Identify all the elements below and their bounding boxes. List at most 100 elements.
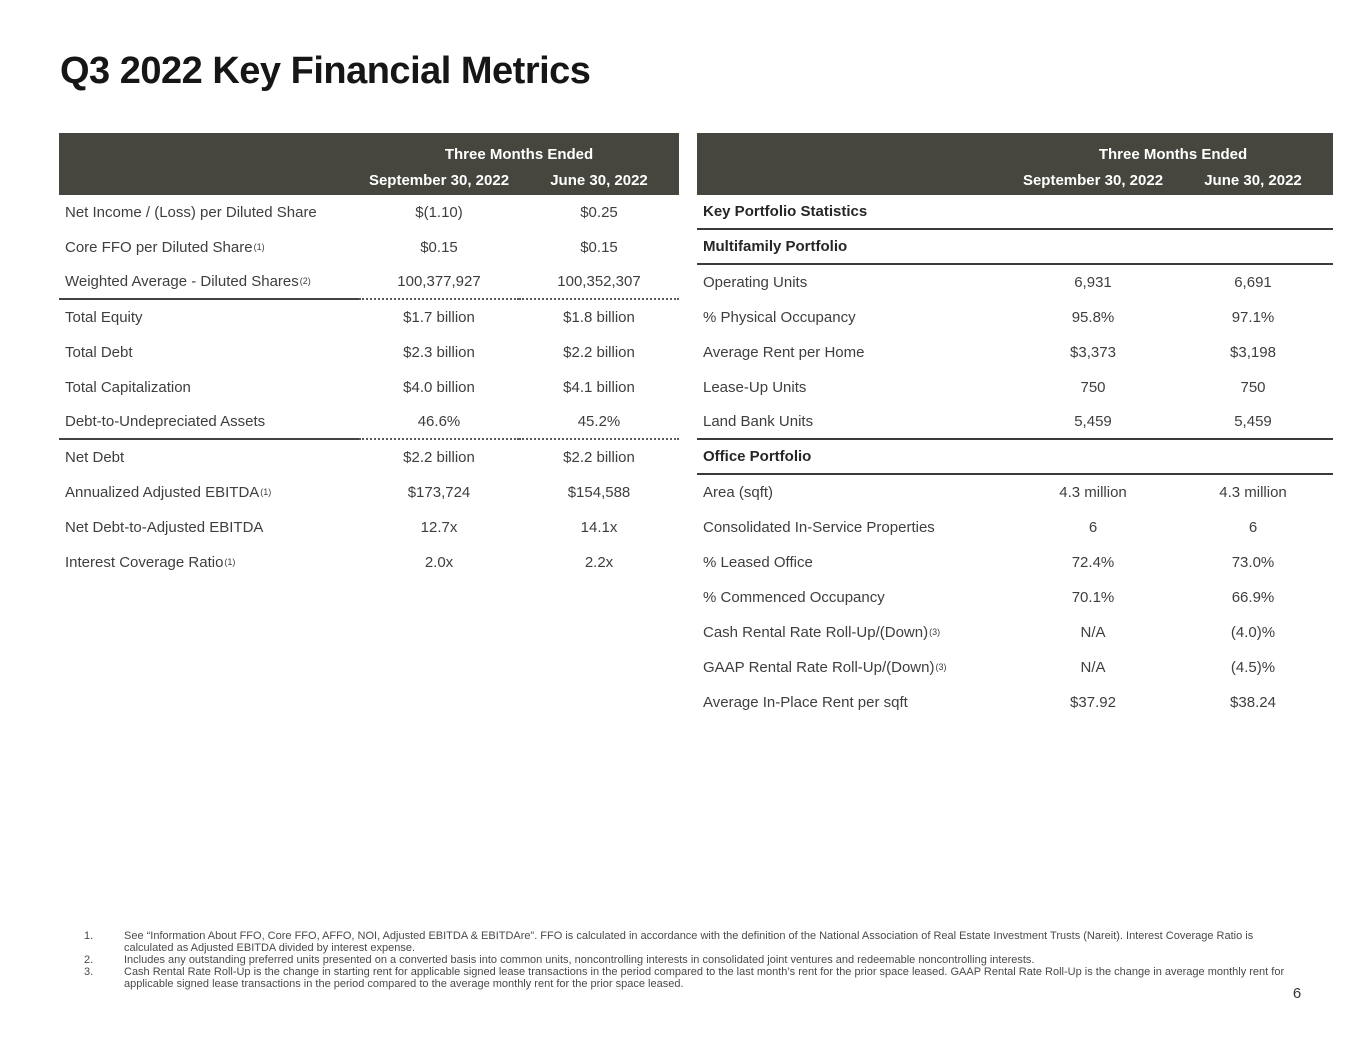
table-row-area-sqft: Area (sqft) 4.3 million 4.3 million <box>697 475 1333 510</box>
table-row-average-in-place-rent: Average In-Place Rent per sqft $37.92 $3… <box>697 685 1333 720</box>
footnote-text: Includes any outstanding preferred units… <box>124 954 1035 966</box>
row-label: Area (sqft) <box>703 484 774 501</box>
table-row-total-equity: Total Equity $1.7 billion $1.8 billion <box>59 300 679 335</box>
row-value-jun: $154,588 <box>567 484 631 501</box>
left-table-header-band: Three Months Ended September 30, 2022 Ju… <box>59 133 679 195</box>
period-header: Three Months Ended <box>1098 146 1248 163</box>
row-value-jun: (4.5)% <box>1230 659 1276 676</box>
row-value-sep: 72.4% <box>1071 554 1115 571</box>
table-row-cash-rental-rate-roll-up: Cash Rental Rate Roll-Up/(Down) (3) N/A (… <box>697 615 1333 650</box>
footnote-2: 2. Includes any outstanding preferred un… <box>84 954 1287 966</box>
table-row-lease-up-units: Lease-Up Units 750 750 <box>697 370 1333 405</box>
row-label: Average In-Place Rent per sqft <box>703 694 908 711</box>
section-label: Key Portfolio Statistics <box>703 203 868 220</box>
footnote-number: 3. <box>84 966 94 978</box>
row-value-jun: 6,691 <box>1234 274 1272 291</box>
row-value-jun: 2.2x <box>584 554 614 571</box>
row-value-jun: 5,459 <box>1234 413 1272 430</box>
table-row-physical-occupancy: % Physical Occupancy 95.8% 97.1% <box>697 300 1333 335</box>
row-value-sep: N/A <box>1080 659 1106 676</box>
column-header-jun-30-2022: June 30, 2022 <box>550 172 648 189</box>
date-column-headers: September 30, 2022 June 30, 2022 <box>1013 169 1333 195</box>
table-row-net-income: Net Income / (Loss) per Diluted Share $(… <box>59 195 679 230</box>
row-value-jun: (4.0)% <box>1230 624 1276 641</box>
table-row-total-debt: Total Debt $2.3 billion $2.2 billion <box>59 335 679 370</box>
column-header-sep-30-2022: September 30, 2022 <box>1022 172 1164 189</box>
row-label: Total Debt <box>65 344 133 361</box>
row-value-jun: 97.1% <box>1231 309 1275 326</box>
date-column-headers: September 30, 2022 June 30, 2022 <box>359 169 679 195</box>
row-value-sep: $4.0 billion <box>403 379 475 396</box>
section-label: Office Portfolio <box>703 448 812 465</box>
row-value-sep: 4.3 million <box>1059 484 1127 501</box>
row-label: Total Equity <box>65 309 143 326</box>
footnote-number: 1. <box>84 930 94 942</box>
row-value-sep: $(1.10) <box>415 204 463 221</box>
row-label: Net Income / (Loss) per Diluted Share <box>65 204 317 221</box>
row-value-sep: 12.7x <box>420 519 458 536</box>
row-value-jun: $4.1 billion <box>563 379 635 396</box>
row-value-sep: 750 <box>1080 379 1106 396</box>
page-title: Q3 2022 Key Financial Metrics <box>60 50 591 92</box>
row-value-sep: $3,373 <box>1070 344 1116 361</box>
table-row-weighted-average: Weighted Average - Diluted Shares (2) 100… <box>59 265 679 300</box>
row-label: GAAP Rental Rate Roll-Up/(Down) <box>703 659 935 676</box>
row-value-jun: $2.2 billion <box>563 449 635 466</box>
row-value-sep: 100,377,927 <box>359 265 519 300</box>
table-row-interest-coverage-ratio: Interest Coverage Ratio (1) 2.0x 2.2x <box>59 545 679 580</box>
row-value-jun: $3,198 <box>1230 344 1276 361</box>
row-label: Weighted Average - Diluted Shares <box>65 273 299 290</box>
footnote-3: 3. Cash Rental Rate Roll-Up is the chang… <box>84 966 1287 990</box>
row-value-jun: 100,352,307 <box>519 265 679 300</box>
row-label: % Leased Office <box>703 554 813 571</box>
footnote-number: 2. <box>84 954 94 966</box>
row-label: Net Debt-to-Adjusted EBITDA <box>65 519 264 536</box>
table-row-leased-office: % Leased Office 72.4% 73.0% <box>697 545 1333 580</box>
row-value-sep: 70.1% <box>1071 589 1115 606</box>
table-row-net-debt-to-adjusted-ebitda: Net Debt-to-Adjusted EBITDA 12.7x 14.1x <box>59 510 679 545</box>
row-value-sep: $2.3 billion <box>403 344 475 361</box>
page-number: 6 <box>1292 985 1302 1002</box>
row-label: Interest Coverage Ratio <box>65 554 224 571</box>
row-label: Consolidated In-Service Properties <box>703 519 935 536</box>
table-row-commenced-occupancy: % Commenced Occupancy 70.1% 66.9% <box>697 580 1333 615</box>
row-value-jun: 45.2% <box>519 405 679 440</box>
row-label: Lease-Up Units <box>703 379 807 396</box>
table-row-net-debt: Net Debt $2.2 billion $2.2 billion <box>59 440 679 475</box>
right-table-header-band: Three Months Ended September 30, 2022 Ju… <box>697 133 1333 195</box>
row-value-sep: $1.7 billion <box>403 309 475 326</box>
table-row-core-ffo: Core FFO per Diluted Share (1) $0.15 $0.1… <box>59 230 679 265</box>
table-row-average-rent-per-home: Average Rent per Home $3,373 $3,198 <box>697 335 1333 370</box>
column-header-sep-30-2022: September 30, 2022 <box>368 172 510 189</box>
row-value-jun: 4.3 million <box>1219 484 1287 501</box>
row-value-jun: $1.8 billion <box>563 309 635 326</box>
row-label: % Commenced Occupancy <box>703 589 885 606</box>
footnotes: 1. See “Information About FFO, Core FFO,… <box>84 930 1287 990</box>
table-row-total-capitalization: Total Capitalization $4.0 billion $4.1 b… <box>59 370 679 405</box>
table-row-land-bank-units: Land Bank Units 5,459 5,459 <box>697 405 1333 440</box>
footnote-text: See “Information About FFO, Core FFO, AF… <box>124 930 1254 954</box>
row-value-jun: 750 <box>1240 379 1266 396</box>
row-label: Total Capitalization <box>65 379 191 396</box>
section-header-multifamily-portfolio: Multifamily Portfolio <box>697 230 1333 265</box>
row-value-sep: $2.2 billion <box>403 449 475 466</box>
section-label: Multifamily Portfolio <box>703 238 848 255</box>
row-value-sep: 46.6% <box>359 405 519 440</box>
financial-metrics-table: Three Months Ended September 30, 2022 Ju… <box>59 133 679 580</box>
row-label: % Physical Occupancy <box>703 309 856 326</box>
row-value-jun: 14.1x <box>580 519 618 536</box>
row-value-jun: $2.2 billion <box>563 344 635 361</box>
row-value-sep: 2.0x <box>424 554 454 571</box>
table-row-consolidated-in-service-properties: Consolidated In-Service Properties 6 6 <box>697 510 1333 545</box>
row-value-sep: 95.8% <box>1071 309 1115 326</box>
row-label: Land Bank Units <box>703 413 814 430</box>
row-value-sep: $173,724 <box>407 484 471 501</box>
section-header-office-portfolio: Office Portfolio <box>697 440 1333 475</box>
table-row-debt-to-undepreciated-assets: Debt-to-Undepreciated Assets 46.6% 45.2% <box>59 405 679 440</box>
table-row-gaap-rental-rate-roll-up: GAAP Rental Rate Roll-Up/(Down) (3) N/A (… <box>697 650 1333 685</box>
period-header: Three Months Ended <box>444 146 594 163</box>
row-label: Debt-to-Undepreciated Assets <box>65 413 266 430</box>
row-label: Core FFO per Diluted Share <box>65 239 253 256</box>
row-label: Average Rent per Home <box>703 344 865 361</box>
row-label: Net Debt <box>65 449 125 466</box>
